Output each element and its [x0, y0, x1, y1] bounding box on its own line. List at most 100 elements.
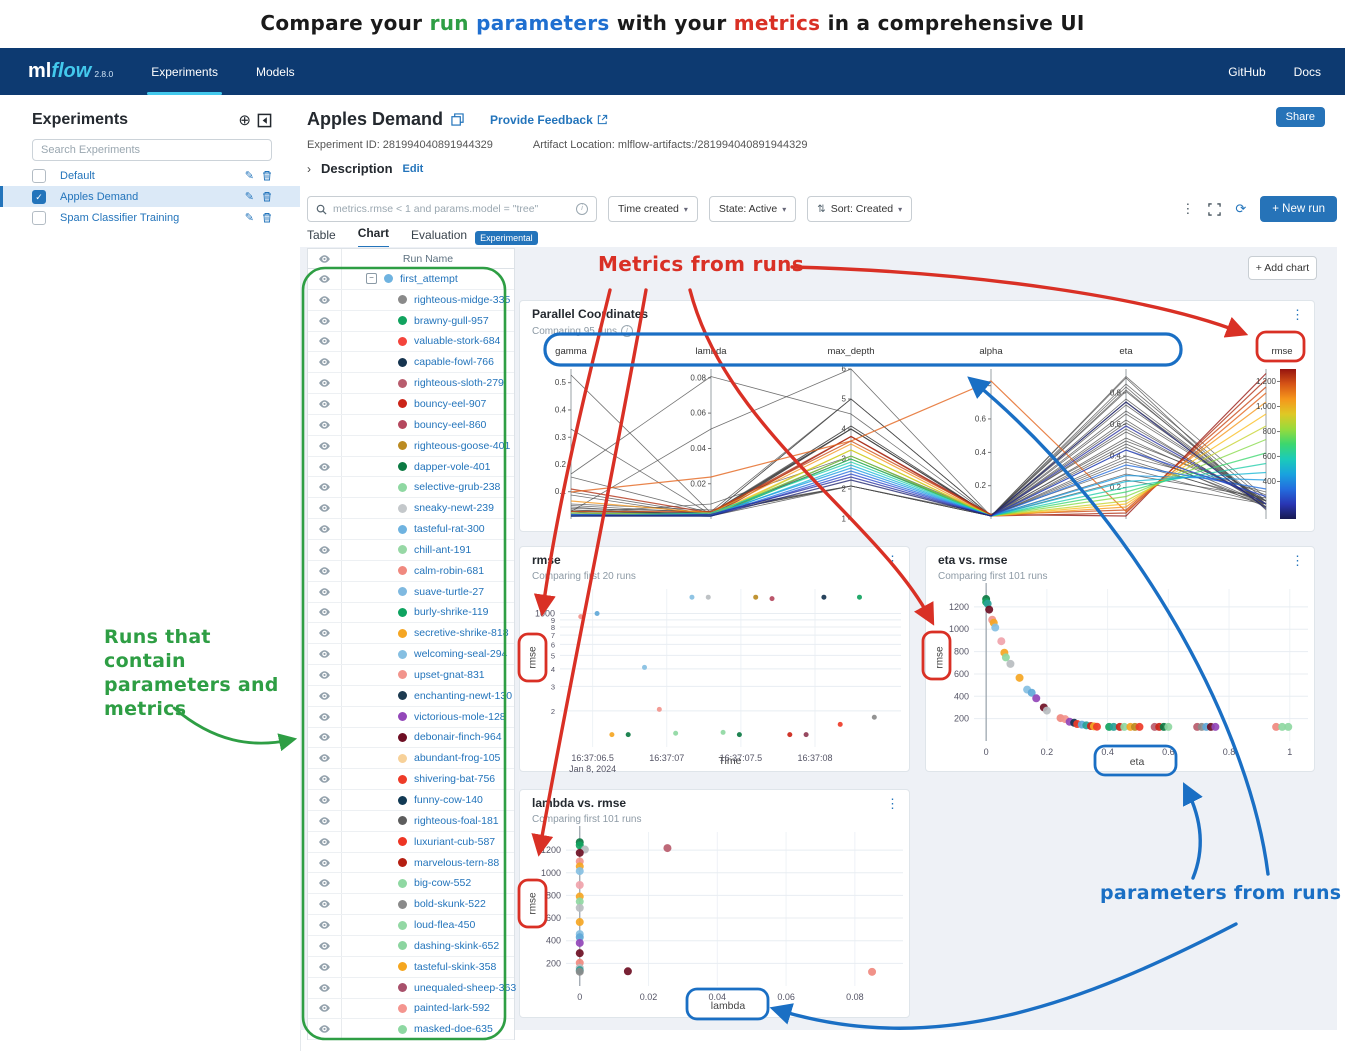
- visibility-eye-icon[interactable]: [308, 727, 342, 748]
- sidebar-item-default[interactable]: Default ✎: [0, 165, 300, 186]
- tab-evaluation[interactable]: Evaluation: [411, 227, 468, 242]
- description-edit-link[interactable]: Edit: [402, 162, 424, 175]
- add-experiment-icon[interactable]: ⊕: [238, 112, 251, 129]
- provide-feedback-link[interactable]: Provide Feedback: [490, 112, 593, 127]
- visibility-eye-icon[interactable]: [308, 831, 342, 852]
- delete-trash-icon[interactable]: [262, 191, 272, 202]
- chevron-right-icon[interactable]: ›: [307, 161, 311, 176]
- sidebar-item-apples-demand[interactable]: ✓ Apples Demand ✎: [0, 186, 300, 207]
- nav-github[interactable]: GitHub: [1228, 64, 1266, 79]
- edit-pencil-icon[interactable]: ✎: [244, 191, 254, 203]
- run-name-link[interactable]: righteous-sloth-279: [414, 377, 504, 390]
- visibility-eye-icon[interactable]: [308, 435, 342, 456]
- run-name-link[interactable]: righteous-foal-181: [414, 814, 499, 827]
- visibility-eye-icon[interactable]: [308, 769, 342, 790]
- run-name-column-header[interactable]: Run Name: [402, 252, 454, 265]
- copy-icon[interactable]: [451, 113, 464, 126]
- run-name-link[interactable]: funny-cow-140: [414, 794, 483, 807]
- run-name-link[interactable]: bold-skunk-522: [414, 898, 486, 911]
- nav-experiments[interactable]: Experiments: [147, 48, 222, 95]
- visibility-eye-icon[interactable]: [318, 254, 331, 264]
- run-name-link[interactable]: tasteful-rat-300: [414, 523, 485, 536]
- visibility-eye-icon[interactable]: [308, 706, 342, 727]
- visibility-eye-icon[interactable]: [308, 748, 342, 769]
- share-button[interactable]: Share: [1275, 107, 1325, 127]
- visibility-eye-icon[interactable]: [308, 852, 342, 873]
- visibility-eye-icon[interactable]: [308, 602, 342, 623]
- visibility-eye-icon[interactable]: [308, 331, 342, 352]
- visibility-eye-icon[interactable]: [308, 539, 342, 560]
- visibility-eye-icon[interactable]: [308, 394, 342, 414]
- experiment-checkbox-checked[interactable]: ✓: [32, 189, 46, 204]
- experiment-checkbox[interactable]: [32, 168, 46, 183]
- run-name-link[interactable]: enchanting-newt-130: [414, 689, 513, 702]
- run-name-link[interactable]: secretive-shrike-818: [414, 627, 509, 640]
- run-name-link[interactable]: loud-flea-450: [414, 919, 476, 932]
- nav-docs[interactable]: Docs: [1293, 64, 1321, 79]
- info-icon[interactable]: i: [576, 203, 588, 215]
- visibility-eye-icon[interactable]: [308, 936, 342, 956]
- run-name-link[interactable]: victorious-mole-128: [414, 710, 506, 723]
- collapse-sidebar-icon[interactable]: [257, 113, 272, 128]
- run-name-link[interactable]: shivering-bat-756: [414, 773, 496, 786]
- collapse-group-icon[interactable]: −: [366, 273, 377, 285]
- run-name-link[interactable]: bouncy-eel-860: [414, 418, 487, 431]
- visibility-eye-icon[interactable]: [308, 665, 342, 685]
- visibility-eye-icon[interactable]: [308, 915, 342, 935]
- run-name-link[interactable]: upset-gnat-831: [414, 668, 485, 681]
- visibility-eye-icon[interactable]: [308, 956, 342, 977]
- edit-pencil-icon[interactable]: ✎: [244, 170, 254, 182]
- run-name-link[interactable]: big-cow-552: [414, 877, 472, 890]
- run-name-link[interactable]: dashing-skink-652: [414, 939, 500, 952]
- run-name-link[interactable]: painted-lark-592: [414, 1002, 490, 1015]
- visibility-eye-icon[interactable]: [308, 998, 342, 1019]
- run-name-link[interactable]: debonair-finch-964: [414, 731, 502, 744]
- run-name-link[interactable]: luxuriant-cub-587: [414, 835, 496, 848]
- run-name-link[interactable]: righteous-midge-335: [414, 293, 511, 306]
- delete-trash-icon[interactable]: [262, 212, 272, 223]
- run-name-link[interactable]: welcoming-seal-294: [414, 648, 508, 661]
- runs-search-input[interactable]: metrics.rmse < 1 and params.model = "tre…: [307, 196, 597, 222]
- run-name-link[interactable]: first_attempt: [400, 272, 458, 285]
- run-name-link[interactable]: unequaled-sheep-363: [414, 981, 517, 994]
- time-created-dropdown[interactable]: Time created ▾: [608, 196, 698, 222]
- sidebar-item-spam-classifier[interactable]: Spam Classifier Training ✎: [0, 207, 300, 228]
- visibility-eye-icon[interactable]: [308, 456, 342, 477]
- visibility-eye-icon[interactable]: [308, 685, 342, 706]
- run-name-link[interactable]: calm-robin-681: [414, 564, 485, 577]
- visibility-eye-icon[interactable]: [308, 373, 342, 394]
- run-name-link[interactable]: righteous-goose-401: [414, 439, 511, 452]
- mlflow-logo[interactable]: ml flow 2.8.0: [28, 60, 113, 83]
- tab-table[interactable]: Table: [307, 227, 336, 242]
- experiment-link[interactable]: Default: [60, 169, 95, 182]
- visibility-eye-icon[interactable]: [308, 289, 342, 310]
- tab-chart[interactable]: Chart: [357, 226, 390, 249]
- sort-dropdown[interactable]: ⇅ Sort: Created ▾: [807, 196, 913, 222]
- visibility-eye-icon[interactable]: [308, 810, 342, 831]
- visibility-eye-icon[interactable]: [308, 1019, 342, 1040]
- fullscreen-icon[interactable]: [1208, 202, 1222, 216]
- experiment-link[interactable]: Apples Demand: [60, 190, 139, 203]
- visibility-eye-icon[interactable]: [308, 623, 342, 644]
- visibility-eye-icon[interactable]: [308, 477, 342, 498]
- run-name-link[interactable]: marvelous-tern-88: [414, 856, 500, 869]
- visibility-eye-icon[interactable]: [308, 581, 342, 602]
- run-name-link[interactable]: burly-shrike-119: [414, 606, 489, 619]
- visibility-eye-icon[interactable]: [308, 498, 342, 519]
- run-name-link[interactable]: valuable-stork-684: [414, 335, 501, 348]
- visibility-eye-icon[interactable]: [308, 269, 342, 289]
- visibility-eye-icon[interactable]: [308, 644, 342, 665]
- chart-menu-kebab-icon[interactable]: ⋮: [886, 796, 899, 811]
- run-name-link[interactable]: capable-fowl-766: [414, 356, 494, 369]
- refresh-icon[interactable]: ⟳: [1235, 201, 1247, 216]
- visibility-eye-icon[interactable]: [308, 519, 342, 539]
- experiment-checkbox[interactable]: [32, 210, 46, 225]
- visibility-eye-icon[interactable]: [308, 414, 342, 435]
- delete-trash-icon[interactable]: [262, 170, 272, 181]
- visibility-eye-icon[interactable]: [308, 560, 342, 581]
- sidebar-search-input[interactable]: Search Experiments: [32, 139, 272, 161]
- new-run-button[interactable]: + New run: [1260, 196, 1337, 222]
- chart-menu-kebab-icon[interactable]: ⋮: [1291, 307, 1304, 322]
- run-name-link[interactable]: dapper-vole-401: [414, 460, 491, 473]
- run-name-link[interactable]: brawny-gull-957: [414, 314, 489, 327]
